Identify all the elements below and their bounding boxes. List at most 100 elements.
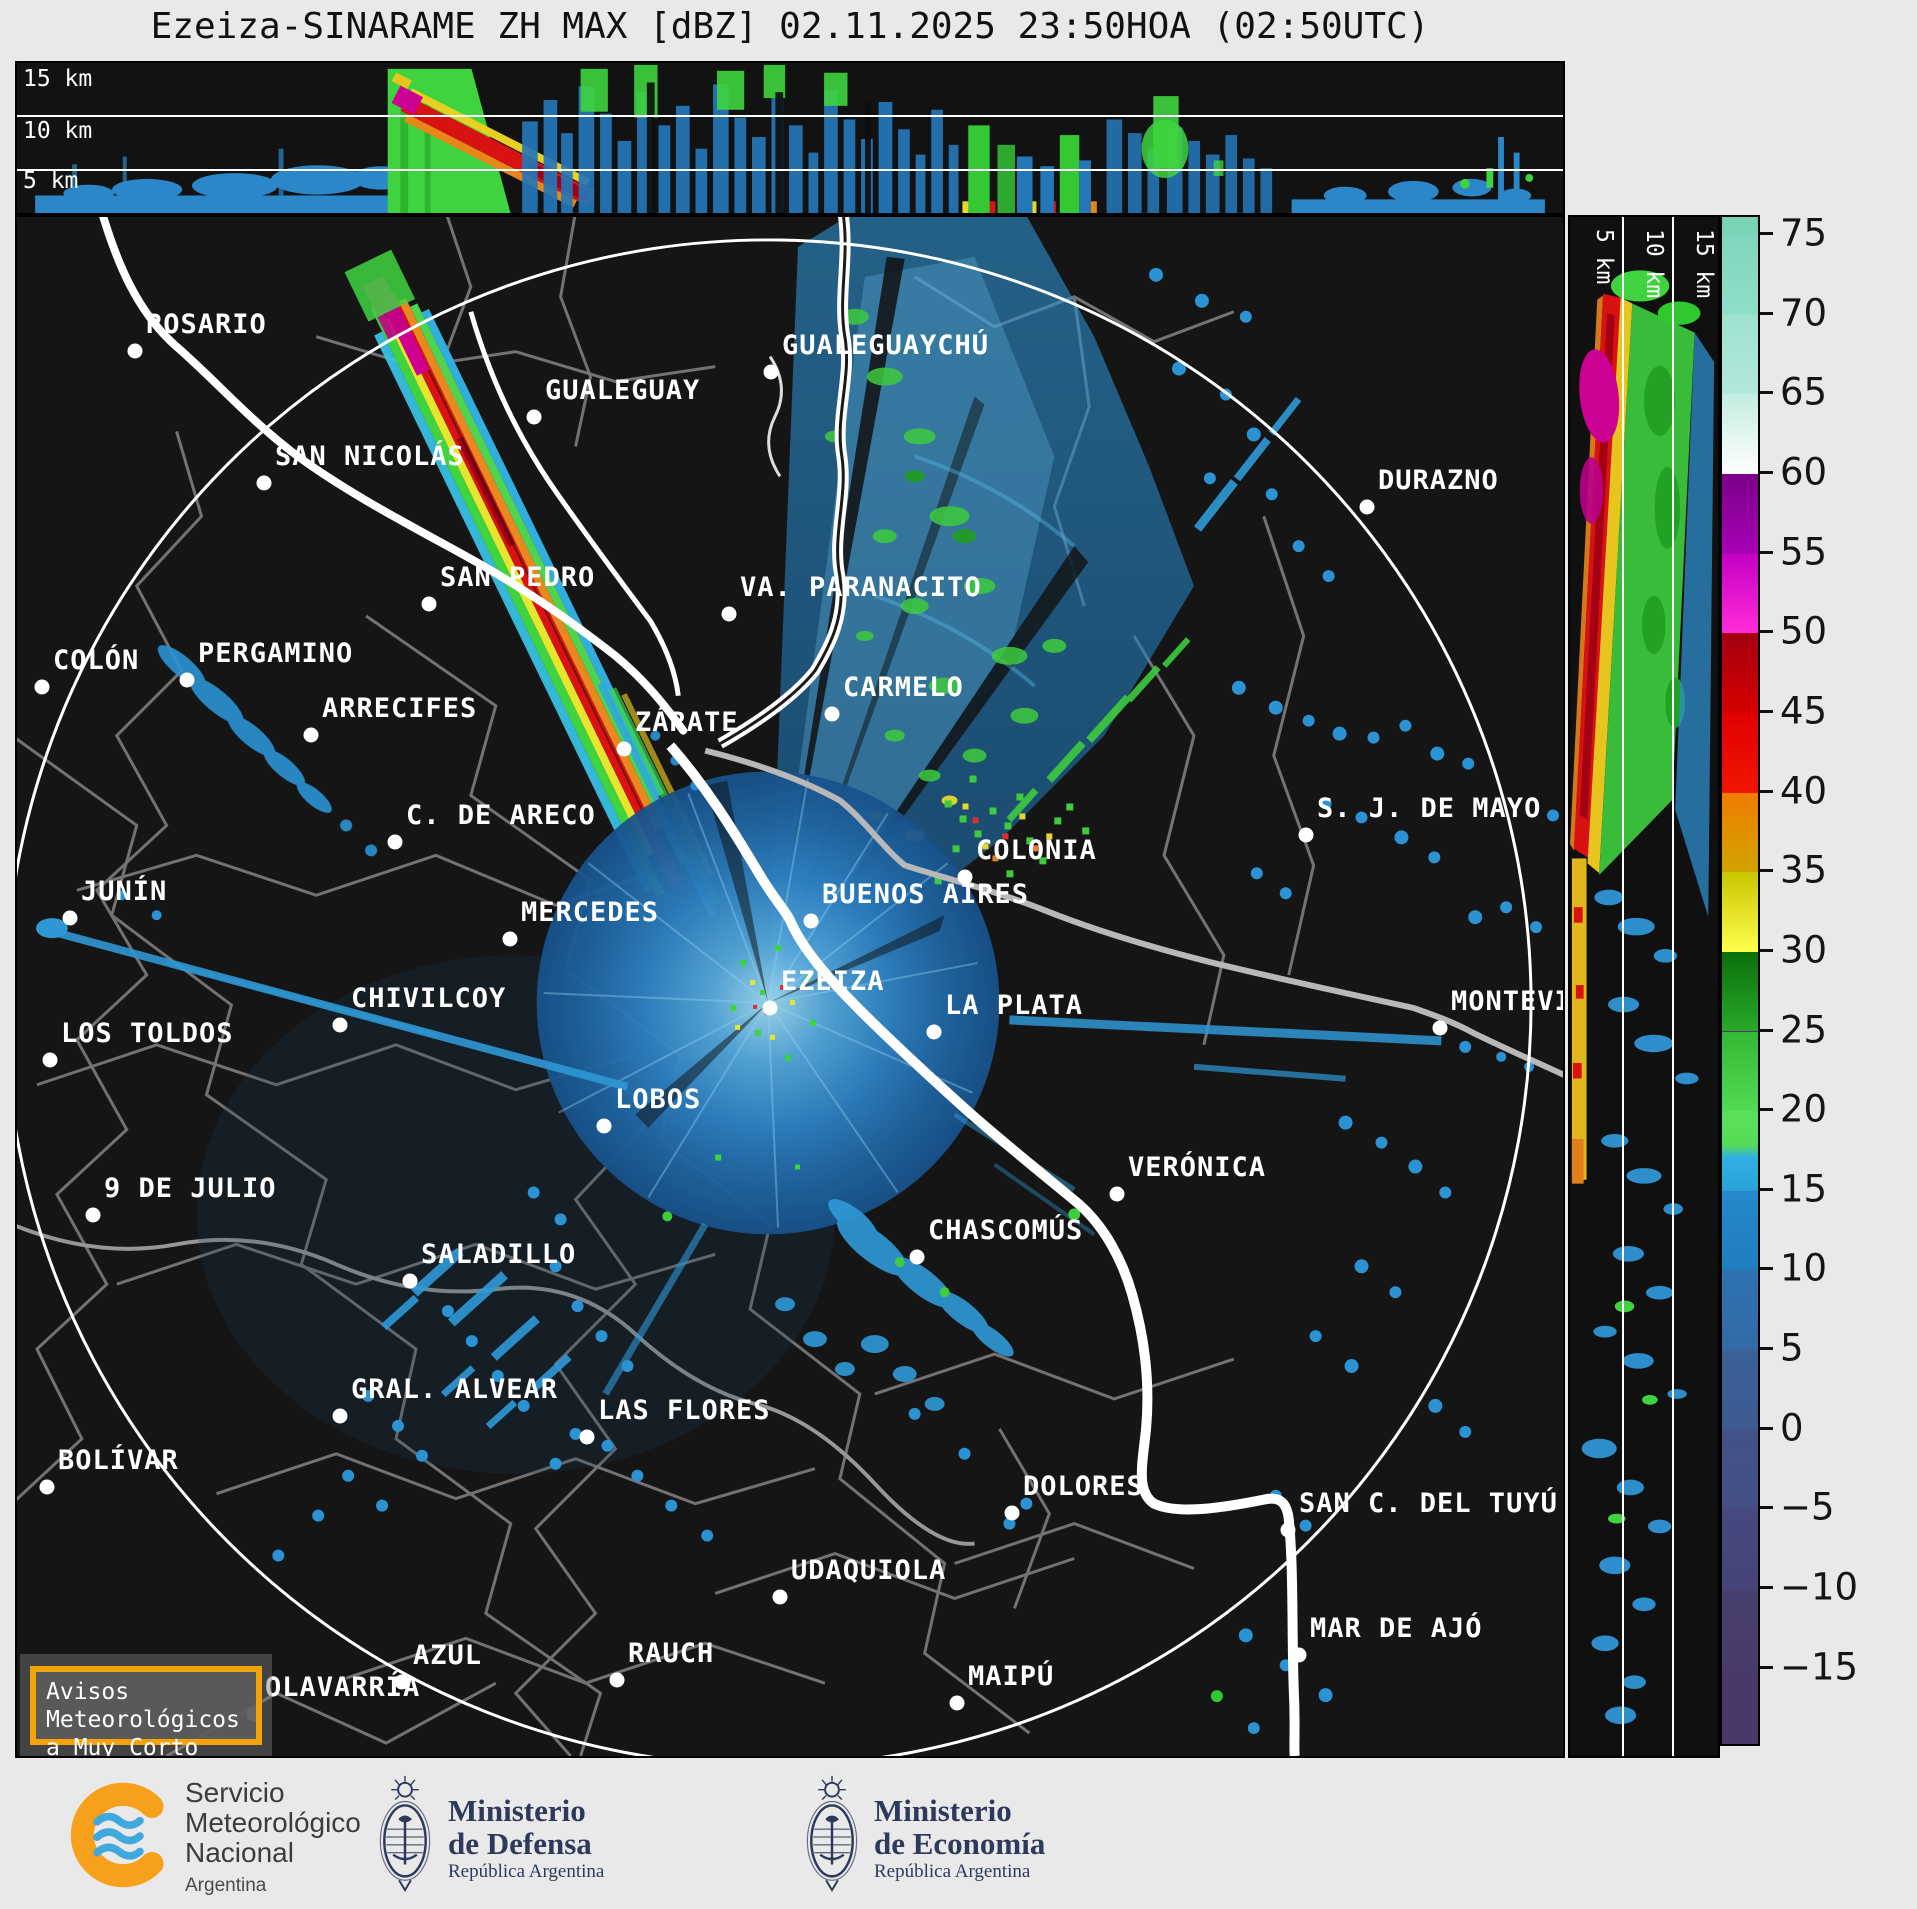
- colorbar-tick-label: −15: [1780, 1645, 1859, 1689]
- city-dot: [721, 606, 737, 622]
- city-label: VA. PARANACITO: [740, 572, 982, 603]
- altitude-label-15km: 15 km: [23, 66, 93, 92]
- colorbar-segment-70-65: [1722, 314, 1758, 395]
- city-dot: [1280, 1522, 1296, 1538]
- city-dot: [762, 1000, 778, 1016]
- city-dot: [34, 679, 50, 695]
- colorbar-tick-label: 10: [1780, 1246, 1828, 1290]
- city-label: LOBOS: [615, 1084, 702, 1115]
- colorbar-segment--10--15: [1722, 1589, 1758, 1669]
- city-dot: [332, 1408, 348, 1424]
- colorbar-tick: [1760, 948, 1773, 952]
- city-dot: [609, 1672, 625, 1688]
- colorbar-tick: [1760, 1426, 1773, 1430]
- colorbar-segment-35-30: [1722, 872, 1758, 952]
- colorbar-tick: [1760, 470, 1773, 474]
- colorbar-segment-0--5: [1722, 1429, 1758, 1510]
- warning-line2: a Muy Corto Plazo: [46, 1735, 199, 1758]
- city-label: 9 DE JULIO: [104, 1173, 277, 1204]
- altitude-gridline-5km: [1622, 217, 1624, 1756]
- colorbar-tick: [1760, 709, 1773, 713]
- warning-line1: Avisos Meteorológicos: [46, 1679, 240, 1733]
- city-label: SAN C. DEL TUYÚ: [1299, 1488, 1558, 1519]
- colorbar-tick: [1760, 1028, 1773, 1032]
- altitude-gridline: [17, 169, 1563, 171]
- smn-logo-text[interactable]: Servicio Meteorológico Nacional Argentin…: [185, 1778, 361, 1901]
- city-label: LAS FLORES: [598, 1395, 771, 1426]
- city-label: CHIVILCOY: [351, 983, 507, 1014]
- colorbar-segment--5--10: [1722, 1509, 1758, 1590]
- city-label: GUALEGUAYCHÚ: [782, 330, 990, 361]
- city-dot: [387, 834, 403, 850]
- altitude-gridline-10km: [1672, 217, 1674, 1756]
- city-dot: [596, 1118, 612, 1134]
- colorbar-tick-label: 60: [1780, 450, 1828, 494]
- colorbar-segment-15-10: [1722, 1190, 1758, 1271]
- altitude-label-5km: 5 km: [23, 168, 79, 194]
- city-label: JUNÍN: [81, 876, 168, 907]
- smn-logo-icon: [70, 1782, 164, 1888]
- colorbar-segment-50-45: [1722, 633, 1758, 713]
- economia-text[interactable]: Ministerio de Economía República Argenti…: [874, 1794, 1045, 1884]
- smn-line4: Argentina: [185, 1875, 267, 1896]
- defensa-coat-of-arms: [379, 1775, 431, 1893]
- city-label: UDAQUIOLA: [791, 1555, 947, 1586]
- colorbar-cap-top: [1722, 217, 1758, 235]
- colorbar-tick-label: −5: [1780, 1485, 1835, 1529]
- city-dot: [1291, 1647, 1307, 1663]
- city-label: GRAL. ALVEAR: [351, 1374, 559, 1405]
- colorbar-tick-label: 5: [1780, 1326, 1804, 1370]
- colorbar-tick: [1760, 550, 1773, 554]
- colorbar-segment-45-40: [1722, 712, 1758, 793]
- colorbar-tick: [1760, 1347, 1773, 1351]
- city-label: DURAZNO: [1378, 465, 1499, 496]
- colorbar-segment-60-55: [1722, 473, 1758, 554]
- colorbar-tick-label: 0: [1780, 1406, 1804, 1450]
- colorbar-tick-label: 40: [1780, 769, 1828, 813]
- colorbar-tick: [1760, 311, 1773, 315]
- smn-line1: Servicio: [185, 1777, 285, 1808]
- city-label: CARMELO: [843, 672, 964, 703]
- city-label: BOLÍVAR: [58, 1445, 179, 1476]
- economia-line1: Ministerio: [874, 1793, 1012, 1828]
- colorbar-tick: [1760, 232, 1773, 235]
- right-cross-section-echoes: [1570, 270, 1715, 1725]
- economia-line2: de Economía: [874, 1826, 1046, 1861]
- colorbar-tick: [1760, 1187, 1773, 1191]
- colorbar-tick-label: 35: [1780, 848, 1828, 892]
- colorbar-tick: [1760, 1108, 1773, 1112]
- altitude-label-10km: 10 km: [23, 118, 93, 144]
- colorbar-tick-label: 70: [1780, 291, 1828, 335]
- colorbar-tick-label: 20: [1780, 1087, 1828, 1131]
- city-dot: [949, 1695, 965, 1711]
- cross-section-top-panel: 15 km 10 km 5 km: [15, 61, 1565, 215]
- city-dot: [39, 1479, 55, 1495]
- city-dot: [1109, 1186, 1125, 1202]
- city-dot: [332, 1017, 348, 1033]
- rivers-coastlines: [99, 217, 1563, 1756]
- city-label: ZÁRATE: [635, 707, 739, 738]
- city-label: S. J. DE MAYO: [1317, 793, 1542, 824]
- city-dot: [772, 1589, 788, 1605]
- altitude-label-15km: 15 km: [1691, 229, 1717, 299]
- city-label: OLAVARRÍA: [265, 1672, 421, 1703]
- colorbar-tick: [1760, 1506, 1773, 1510]
- city-label: SAN NICOLÁS: [275, 441, 465, 472]
- colorbar-segment-25-20: [1722, 1031, 1758, 1112]
- city-label: EZEIZA: [781, 966, 885, 997]
- range-ring: [17, 238, 1533, 1756]
- colorbar-tick: [1760, 391, 1773, 395]
- city-dot: [1298, 827, 1314, 843]
- city-label: MONTEVIDEO: [1451, 986, 1563, 1017]
- altitude-label-5km: 5 km: [1591, 229, 1617, 285]
- defensa-text[interactable]: Ministerio de Defensa República Argentin…: [448, 1794, 604, 1884]
- defensa-line1: Ministerio: [448, 1793, 586, 1828]
- colorbar-tick: [1760, 1586, 1773, 1590]
- city-dot: [763, 364, 779, 380]
- colorbar-segment-20-15: [1722, 1111, 1758, 1191]
- city-dot: [803, 913, 819, 929]
- city-label: COLÓN: [53, 645, 140, 676]
- colorbar-tick: [1760, 789, 1773, 793]
- altitude-label-10km: 10 km: [1641, 229, 1667, 299]
- warning-banner-inner[interactable]: Avisos Meteorológicos a Muy Corto Plazo: [30, 1666, 262, 1756]
